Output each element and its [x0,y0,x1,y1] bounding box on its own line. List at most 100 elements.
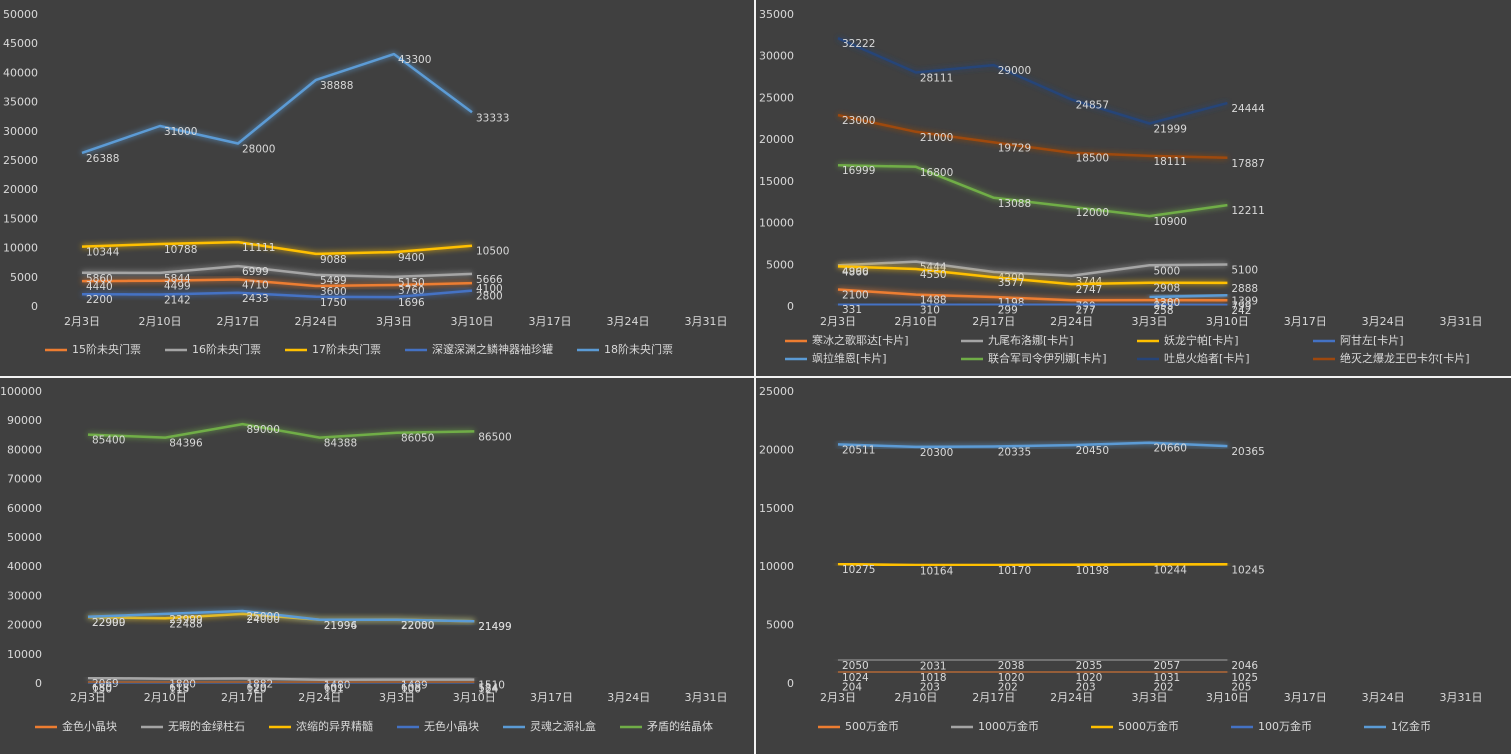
x-tick-label: 2月10日 [894,691,937,704]
data-label: 29000 [998,65,1031,77]
data-label: 4100 [476,283,503,295]
data-label: 2747 [1076,284,1103,296]
y-tick-label: 15000 [759,175,794,188]
data-label: 13088 [998,198,1031,210]
data-label: 601 [324,682,344,694]
legend-label: 深邃深渊之鳞神器袖珍罐 [432,342,553,356]
x-tick-label: 3月3日 [1132,691,1168,704]
data-label: 2046 [1231,660,1258,672]
data-label: 242 [1231,305,1251,317]
data-label: 2200 [86,294,113,306]
data-label: 16999 [842,165,875,177]
data-label: 5860 [86,273,113,285]
data-label: 10788 [164,244,197,256]
data-label: 608 [401,682,421,694]
data-label: 277 [1076,305,1096,317]
x-tick-label: 3月31日 [1440,691,1483,704]
data-label: 22900 [92,617,125,629]
data-label: 20365 [1231,446,1264,458]
data-label: 24444 [1231,103,1265,115]
data-label: 89000 [247,424,280,436]
data-label: 1696 [398,297,425,309]
legend-label: 灵魂之源礼盒 [530,719,596,733]
data-label: 115 [169,684,189,696]
data-label: 124 [478,684,498,696]
y-tick-label: 30000 [7,589,42,602]
y-tick-label: 10000 [7,648,42,661]
data-label: 23999 [169,614,202,626]
x-tick-label: 2月3日 [70,691,106,704]
y-tick-label: 20000 [7,619,42,632]
y-tick-label: 20000 [759,133,794,146]
data-label: 1025 [1231,672,1258,684]
data-label: 22488 [169,618,202,630]
y-tick-label: 0 [35,677,42,690]
legend-label: 阿甘左[卡片] [1340,334,1404,347]
data-label: 204 [842,682,862,694]
x-tick-label: 2月10日 [139,315,182,328]
data-label: 5844 [164,273,191,285]
y-tick-label: 45000 [3,37,38,50]
y-tick-label: 5000 [766,619,794,632]
data-label: 11111 [242,242,275,254]
x-tick-label: 3月17日 [530,691,573,704]
data-label: 258 [1154,305,1174,317]
data-label: 331 [842,304,862,316]
y-tick-label: 10000 [759,217,794,230]
series-line [837,37,1228,125]
data-label: 2050 [842,660,869,672]
y-tick-label: 60000 [7,502,42,515]
legend-label: 17阶未央门票 [312,342,381,356]
legend-label: 18阶未央门票 [604,342,673,356]
x-tick-label: 2月10日 [894,315,937,328]
x-tick-label: 3月24日 [1362,315,1405,328]
series-line [87,609,475,623]
data-label: 2035 [1076,660,1103,672]
x-tick-label: 2月3日 [820,691,856,704]
data-label: 28111 [920,72,953,84]
data-label: 2888 [1231,283,1258,295]
data-label: 84388 [324,438,357,450]
data-label: 620 [247,682,267,694]
series-line [837,265,1228,286]
data-label: 18500 [1076,153,1109,165]
data-label: 19729 [998,142,1031,154]
legend-label: 无色小晶块 [424,719,479,733]
series-line [837,288,1228,302]
data-label: 20335 [998,446,1031,458]
data-label: 202 [1154,682,1174,694]
data-label: 5150 [398,277,425,289]
data-label: 10198 [1076,565,1109,577]
legend-label: 绝灭之爆龙王巴卡尔[卡片] [1340,351,1470,365]
data-label: 2433 [242,293,269,305]
data-label: 17887 [1231,158,1264,170]
data-label: 84396 [169,438,203,450]
data-label: 5499 [320,275,347,287]
data-label: 10344 [86,247,120,259]
data-label: 4550 [920,269,947,281]
y-tick-label: 10000 [759,560,794,573]
legend-label: 吐息火焰者[卡片] [1164,351,1250,365]
x-tick-label: 3月10日 [1206,691,1249,704]
series-line [81,264,473,279]
data-label: 16800 [920,167,953,179]
data-label: 21499 [478,621,511,633]
y-tick-label: 5000 [766,258,794,271]
data-label: 10245 [1231,564,1264,576]
data-label: 203 [920,682,940,694]
data-label: 2142 [164,294,191,306]
x-tick-label: 2月24日 [298,691,341,704]
series-line [837,113,1228,160]
data-label: 86050 [401,433,434,445]
data-label: 4499 [164,281,191,293]
x-tick-label: 3月17日 [1284,691,1327,704]
y-tick-label: 5000 [10,271,38,284]
data-label: 10170 [998,565,1031,577]
series-line [81,52,473,155]
x-tick-label: 2月24日 [1050,691,1093,704]
series-line [837,260,1228,278]
data-label: 120 [247,684,267,696]
y-tick-label: 0 [787,677,794,690]
legend-label: 妖龙宁帕[卡片] [1164,333,1239,347]
x-tick-label: 3月24日 [1362,691,1405,704]
